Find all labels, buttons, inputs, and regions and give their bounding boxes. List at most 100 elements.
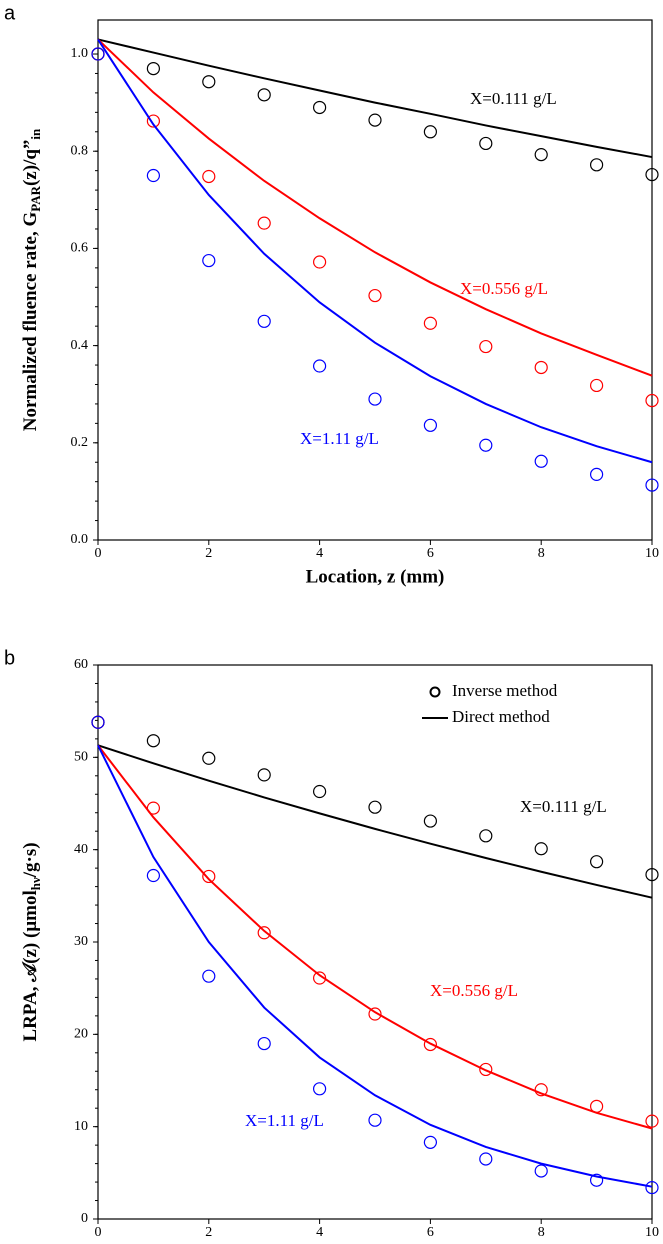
data-point: [202, 969, 216, 983]
fit-line: [97, 38, 653, 159]
y-tick-label: 0.0: [71, 532, 89, 547]
data-point: [589, 855, 604, 869]
x-tick-label: 10: [645, 1225, 659, 1240]
data-point: [146, 61, 160, 76]
y-axis-label-part: /g·s): [20, 842, 41, 878]
x-tick-label: 6: [427, 546, 434, 561]
data-point: [257, 768, 271, 782]
plot-frame: [97, 19, 653, 541]
data-point: [534, 842, 548, 856]
data-point: [146, 168, 160, 183]
panel-label: b: [4, 647, 15, 669]
data-point: [202, 253, 216, 268]
y-tick-label: 0.6: [71, 241, 89, 256]
y-axis-label-part: PAR: [28, 185, 43, 211]
x-axis-label: Location, z (mm): [306, 566, 445, 587]
data-point: [645, 1114, 659, 1128]
data-point: [479, 1062, 493, 1077]
data-point: [645, 393, 659, 408]
data-point: [479, 829, 493, 843]
y-axis-label-part: Normalized fluence rate, G: [20, 212, 41, 432]
series-label: X=0.556 g/L: [460, 279, 548, 298]
x-tick-label: 8: [538, 546, 545, 561]
data-point: [479, 136, 493, 151]
x-tick-label: 10: [645, 546, 659, 561]
series-label: X=0.556 g/L: [430, 981, 518, 1000]
data-point: [368, 288, 382, 303]
data-point: [146, 734, 160, 748]
data-point: [479, 1152, 493, 1166]
x-tick-label: 8: [538, 1225, 545, 1240]
panel-label: a: [4, 2, 16, 24]
data-point: [589, 1099, 604, 1113]
y-tick-label: 10: [74, 1119, 88, 1134]
data-point: [313, 1082, 327, 1096]
data-point: [257, 216, 271, 230]
fit-line: [97, 38, 653, 377]
series-label: X=1.11 g/L: [300, 429, 379, 448]
data-point: [534, 1083, 548, 1097]
x-tick-label: 0: [95, 1225, 102, 1240]
data-point: [645, 167, 659, 182]
data-point: [313, 971, 327, 985]
data-point: [645, 478, 659, 492]
data-point: [91, 47, 105, 61]
data-point: [313, 100, 327, 115]
data-point: [479, 339, 493, 354]
data-point: [479, 438, 493, 452]
data-point: [91, 715, 105, 729]
y-tick-label: 0.8: [71, 143, 89, 158]
y-axis-label: LRPA, 𝒜(z) (μmolhν/g·s): [20, 842, 43, 1041]
data-point: [257, 926, 271, 940]
data-point: [202, 75, 216, 89]
data-point: [146, 114, 160, 128]
data-point: [534, 1164, 548, 1178]
data-point: [368, 1113, 382, 1127]
data-point: [589, 158, 604, 172]
x-tick-label: 4: [316, 1225, 323, 1240]
y-tick-label: 20: [74, 1027, 88, 1042]
y-axis-label-part: in: [28, 128, 43, 140]
data-point: [313, 784, 327, 799]
x-tick-label: 0: [95, 546, 102, 561]
y-tick-label: 40: [74, 842, 88, 857]
y-tick-label: 0.2: [71, 435, 89, 450]
data-point: [368, 113, 382, 127]
data-point: [257, 88, 271, 102]
data-point: [645, 1181, 659, 1195]
fit-line: [97, 38, 653, 464]
y-tick-label: 0: [81, 1211, 88, 1226]
data-point: [589, 378, 604, 393]
y-tick-label: 60: [74, 657, 88, 672]
data-point: [368, 392, 382, 406]
data-point: [146, 868, 160, 883]
x-tick-label: 2: [205, 546, 212, 561]
data-point: [534, 148, 548, 162]
data-point: [202, 869, 216, 884]
y-axis-label-part: LRPA, 𝒜(z) (μmol: [20, 890, 41, 1041]
legend-label: Direct method: [452, 707, 550, 726]
series-label: X=1.11 g/L: [245, 1111, 324, 1130]
data-point: [368, 1007, 382, 1021]
data-point: [534, 454, 548, 468]
series-label: X=0.111 g/L: [520, 797, 607, 816]
data-point: [423, 1037, 437, 1052]
data-point: [368, 800, 382, 814]
data-point: [313, 359, 327, 373]
fit-line: [97, 744, 653, 1130]
y-tick-label: 1.0: [71, 46, 89, 61]
data-point: [423, 316, 437, 330]
data-point: [423, 418, 437, 432]
legend-label: Inverse method: [452, 681, 558, 700]
fit-line: [97, 744, 653, 899]
y-axis-label-part: (z)/q”: [20, 140, 41, 186]
data-point: [534, 360, 548, 375]
data-point: [257, 1036, 271, 1051]
y-tick-label: 30: [74, 934, 88, 949]
legend-marker: [429, 686, 441, 698]
x-tick-label: 2: [205, 1225, 212, 1240]
data-point: [257, 314, 271, 328]
data-point: [202, 169, 216, 184]
data-point: [589, 467, 604, 481]
data-point: [313, 255, 327, 269]
